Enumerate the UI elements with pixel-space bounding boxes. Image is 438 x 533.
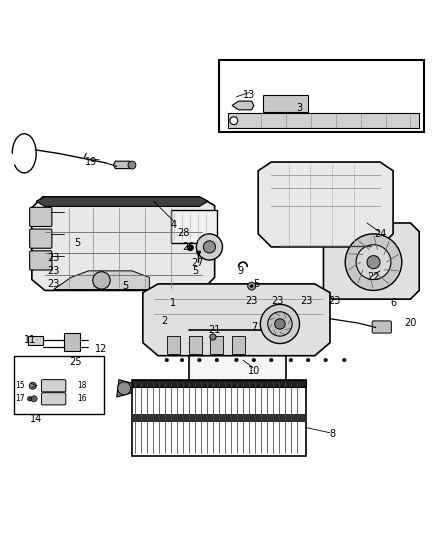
Circle shape — [343, 358, 346, 362]
Text: 25: 25 — [69, 357, 81, 367]
Text: 8: 8 — [329, 429, 335, 439]
Polygon shape — [143, 284, 330, 356]
Text: 23: 23 — [47, 279, 60, 289]
Circle shape — [275, 319, 285, 329]
Circle shape — [345, 234, 402, 290]
Text: 2: 2 — [162, 316, 168, 326]
Polygon shape — [210, 336, 223, 353]
Bar — [171, 210, 217, 243]
Text: 10: 10 — [248, 366, 260, 376]
Text: 12: 12 — [95, 344, 108, 354]
Polygon shape — [113, 161, 132, 168]
Bar — [132, 414, 306, 422]
Text: 28: 28 — [177, 228, 190, 238]
FancyBboxPatch shape — [372, 321, 391, 333]
Polygon shape — [258, 162, 393, 247]
Circle shape — [235, 358, 238, 362]
Text: 27: 27 — [191, 258, 204, 268]
Polygon shape — [188, 325, 293, 329]
Polygon shape — [188, 336, 201, 353]
Circle shape — [248, 282, 255, 290]
Circle shape — [29, 382, 36, 389]
Text: 26: 26 — [182, 242, 195, 252]
Polygon shape — [117, 379, 132, 397]
Bar — [262, 95, 308, 111]
Text: 13: 13 — [244, 90, 256, 100]
Text: 5: 5 — [74, 238, 81, 247]
Circle shape — [289, 358, 293, 362]
Text: 23: 23 — [47, 253, 60, 263]
Circle shape — [180, 358, 184, 362]
Circle shape — [307, 358, 310, 362]
FancyBboxPatch shape — [42, 379, 66, 392]
Polygon shape — [232, 101, 254, 110]
Polygon shape — [53, 271, 149, 289]
Text: 1: 1 — [170, 298, 177, 309]
Polygon shape — [167, 336, 180, 353]
Text: 23: 23 — [47, 266, 60, 276]
Text: 19: 19 — [85, 157, 97, 167]
Text: 18: 18 — [77, 381, 87, 390]
Circle shape — [165, 358, 169, 362]
Text: 23: 23 — [245, 296, 258, 306]
Polygon shape — [28, 336, 43, 345]
Text: 5: 5 — [253, 279, 259, 289]
Text: 20: 20 — [404, 318, 417, 328]
Bar — [64, 333, 80, 351]
Circle shape — [117, 382, 131, 395]
Circle shape — [269, 358, 273, 362]
Circle shape — [230, 117, 238, 125]
Text: 11: 11 — [24, 335, 36, 345]
Bar — [132, 379, 306, 456]
Circle shape — [93, 272, 110, 289]
Text: 14: 14 — [30, 414, 42, 424]
Circle shape — [31, 396, 37, 402]
Text: 23: 23 — [328, 296, 340, 306]
Circle shape — [210, 334, 216, 340]
FancyBboxPatch shape — [30, 229, 52, 248]
Polygon shape — [232, 336, 245, 353]
Text: 23: 23 — [272, 296, 284, 306]
FancyBboxPatch shape — [30, 251, 52, 270]
FancyBboxPatch shape — [42, 393, 66, 405]
Text: 5: 5 — [122, 281, 128, 291]
FancyBboxPatch shape — [30, 207, 52, 227]
Bar — [132, 379, 306, 387]
Polygon shape — [32, 197, 215, 290]
Bar — [188, 329, 286, 386]
Text: 9: 9 — [238, 266, 244, 276]
Circle shape — [203, 241, 215, 253]
Circle shape — [356, 245, 391, 279]
Circle shape — [260, 304, 300, 344]
Polygon shape — [228, 113, 419, 128]
Text: 24: 24 — [374, 229, 386, 239]
Circle shape — [196, 234, 223, 260]
Text: 16: 16 — [77, 394, 87, 403]
Text: 17: 17 — [15, 394, 25, 403]
Text: 3: 3 — [297, 103, 303, 112]
Text: 5: 5 — [192, 266, 198, 276]
Text: 22: 22 — [367, 272, 380, 282]
Circle shape — [128, 161, 136, 169]
Circle shape — [250, 284, 253, 288]
Text: 21: 21 — [208, 325, 221, 335]
Text: 4: 4 — [170, 220, 177, 230]
Circle shape — [187, 245, 193, 251]
Polygon shape — [36, 197, 208, 206]
Circle shape — [252, 358, 255, 362]
Circle shape — [28, 397, 32, 401]
Circle shape — [268, 312, 292, 336]
Circle shape — [367, 256, 380, 269]
Bar — [219, 60, 424, 132]
Circle shape — [324, 358, 327, 362]
Text: 7: 7 — [251, 322, 257, 333]
Text: 6: 6 — [390, 298, 396, 309]
Circle shape — [198, 358, 201, 362]
Bar — [14, 356, 104, 415]
Text: 23: 23 — [300, 296, 312, 306]
Circle shape — [215, 358, 219, 362]
Polygon shape — [323, 223, 419, 299]
Text: 15: 15 — [15, 381, 25, 390]
